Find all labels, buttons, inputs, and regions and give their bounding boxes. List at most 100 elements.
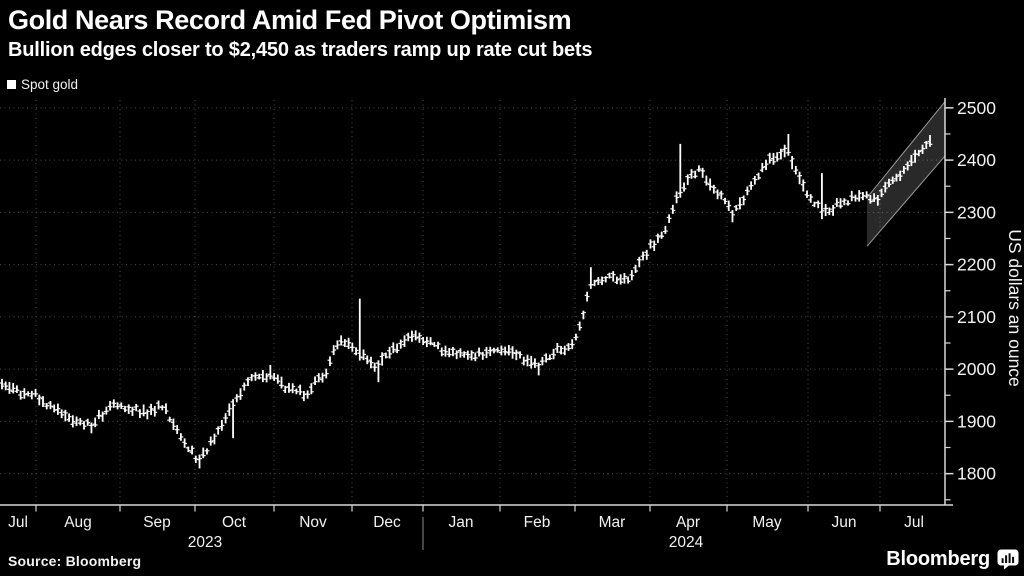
price-bar — [362, 349, 365, 361]
price-bar — [396, 343, 398, 354]
price-bar — [910, 154, 913, 167]
price-bar-open-tick — [715, 191, 717, 193]
price-bar-open-tick — [778, 151, 781, 154]
price-bar-open-tick — [92, 423, 95, 425]
price-bar — [507, 345, 510, 356]
price-bar — [79, 417, 82, 426]
legend-label: Spot gold — [21, 77, 79, 92]
price-bar — [75, 416, 78, 427]
price-bar-open-tick — [677, 192, 680, 194]
price-bar — [358, 298, 361, 361]
price-bar-close-tick — [483, 354, 486, 356]
price-bar-close-tick — [472, 352, 474, 354]
price-bar — [191, 445, 193, 455]
price-bar — [735, 205, 738, 212]
price-bar-open-tick — [413, 334, 415, 336]
price-bar-open-tick — [193, 457, 195, 460]
price-bar-open-tick — [517, 352, 520, 354]
price-bar — [332, 345, 335, 356]
price-bar-close-tick — [58, 408, 61, 410]
price-bar-open-tick — [320, 378, 322, 381]
price-bar-open-tick — [417, 336, 419, 338]
price-bar-open-tick — [25, 393, 28, 395]
price-bar — [150, 403, 152, 416]
price-bar-close-tick — [669, 217, 672, 219]
price-bar-open-tick — [890, 179, 892, 181]
price-bar — [187, 446, 190, 452]
price-bar — [545, 353, 548, 363]
trend-channel-lower-border — [866, 155, 946, 247]
price-bar — [194, 455, 197, 464]
price-bar — [601, 276, 603, 286]
price-bar — [209, 436, 212, 446]
price-bar — [370, 356, 372, 369]
price-bar — [828, 207, 831, 216]
headline: Gold Nears Record Amid Fed Pivot Optimis… — [8, 5, 572, 35]
price-bar — [71, 415, 74, 428]
price-bar-open-tick — [540, 360, 542, 362]
price-bar-open-tick — [294, 389, 296, 392]
price-bar — [12, 382, 15, 394]
price-bar — [317, 373, 320, 383]
price-bar-close-tick — [148, 410, 150, 413]
y-tick-label: 2200 — [957, 255, 996, 275]
price-bar-close-tick — [703, 170, 706, 172]
price-bar-open-tick — [502, 351, 505, 353]
price-bar-open-tick — [275, 377, 277, 380]
price-bar-close-tick — [658, 236, 661, 238]
price-bar-open-tick — [62, 411, 65, 413]
price-bar-open-tick — [394, 350, 397, 352]
price-bar-close-tick — [412, 335, 415, 338]
price-bar-close-tick — [740, 204, 743, 206]
price-bar-open-tick — [290, 389, 292, 391]
price-bar-open-tick — [383, 353, 386, 355]
trend-channel-fill — [867, 101, 945, 247]
price-bar-close-tick — [897, 175, 899, 177]
price-bar-close-tick — [725, 200, 728, 203]
price-bar-open-tick — [864, 195, 866, 197]
x-month-label: Apr — [676, 514, 700, 531]
price-bar-open-tick — [163, 406, 166, 409]
price-bar-close-tick — [312, 391, 314, 393]
price-bar-open-tick — [495, 348, 497, 351]
price-bar-close-tick — [315, 381, 318, 383]
price-bar — [925, 140, 928, 149]
price-bar-close-tick — [77, 419, 79, 421]
price-bar-close-tick — [822, 210, 825, 212]
price-bar-open-tick — [461, 354, 464, 356]
price-bar — [657, 233, 659, 243]
price-bar-open-tick — [111, 402, 114, 404]
price-bar-close-tick — [621, 281, 624, 283]
price-bar — [690, 169, 693, 179]
price-bar — [589, 267, 592, 289]
price-bar — [772, 152, 775, 165]
price-bar-close-tick — [192, 447, 195, 449]
price-bar-open-tick — [648, 243, 650, 245]
price-bar — [548, 354, 551, 361]
price-bar — [660, 231, 663, 239]
price-bar-close-tick — [338, 344, 340, 346]
price-bar-open-tick — [886, 182, 889, 184]
price-bar — [645, 249, 648, 260]
price-bar-open-tick — [655, 235, 658, 237]
price-bar — [496, 347, 499, 353]
price-bar — [153, 406, 156, 417]
price-bar — [623, 273, 626, 284]
price-bar — [116, 402, 119, 410]
price-bar-open-tick — [785, 152, 788, 154]
price-bar-open-tick — [454, 353, 456, 355]
price-bar — [366, 355, 369, 365]
price-bar-close-tick — [673, 209, 676, 212]
price-bar — [798, 171, 801, 185]
price-bar — [299, 384, 302, 396]
price-bar — [604, 276, 607, 283]
price-bar-close-tick — [125, 409, 128, 411]
price-bar — [57, 403, 59, 415]
price-bar-close-tick — [13, 387, 16, 389]
price-bar — [563, 345, 566, 356]
price-bar-close-tick — [84, 425, 87, 427]
price-bar-open-tick — [29, 395, 32, 397]
price-bar-open-tick — [249, 377, 251, 379]
price-bar-open-tick — [607, 273, 609, 276]
